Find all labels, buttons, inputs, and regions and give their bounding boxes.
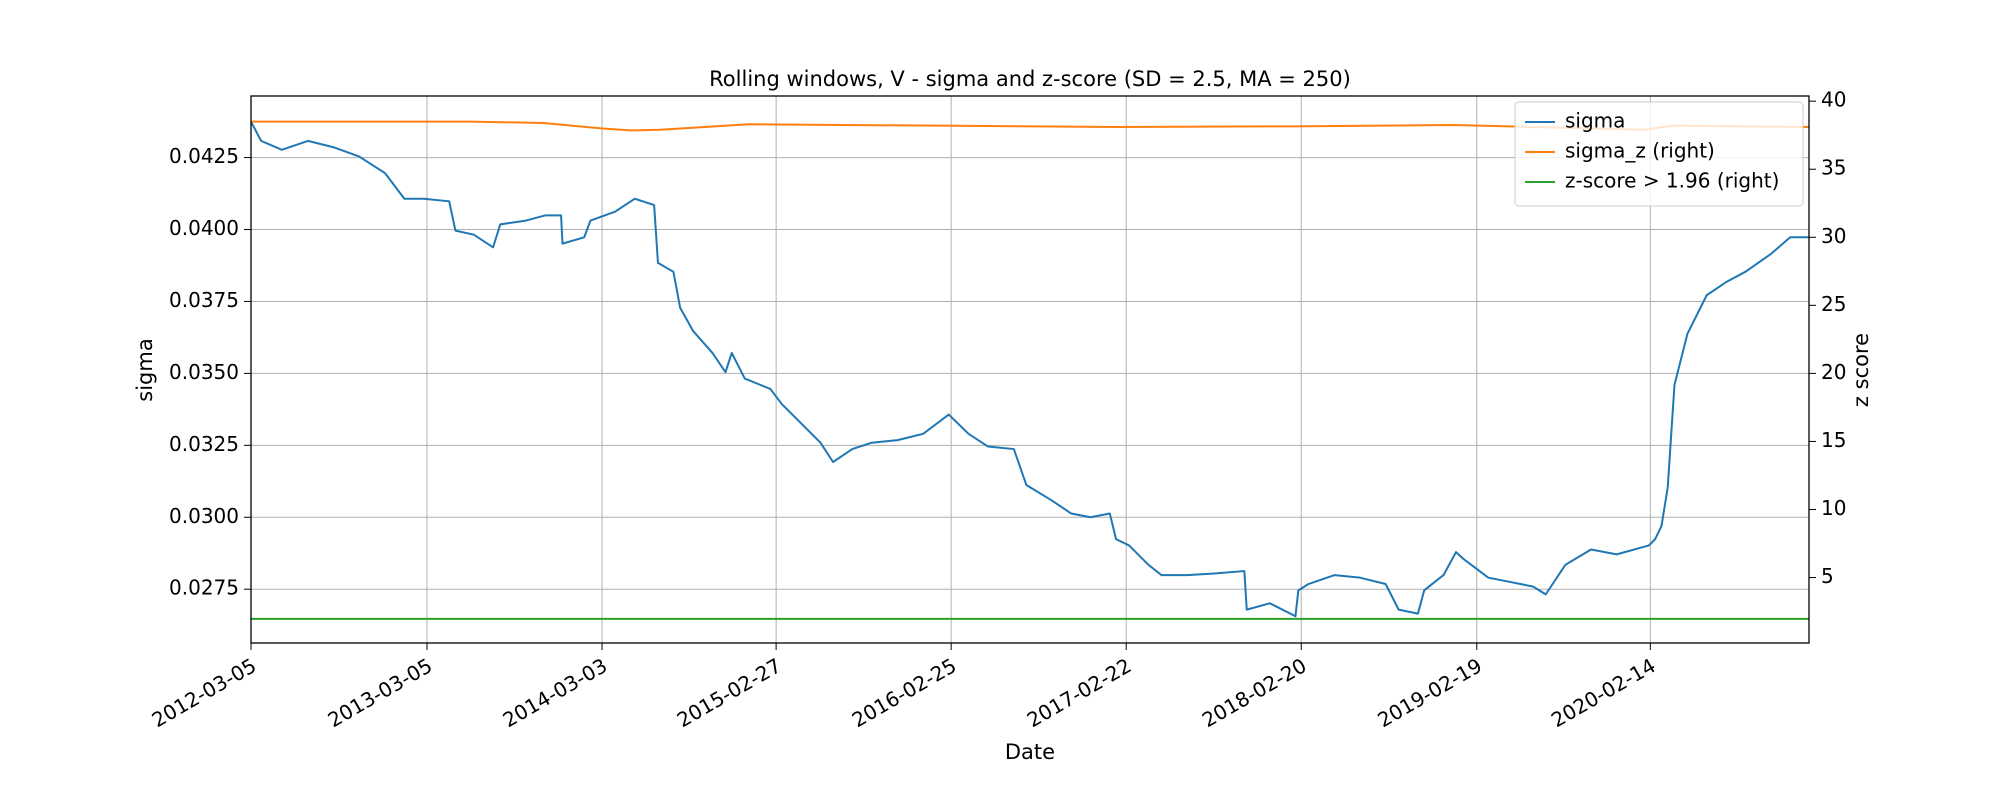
legend-label: z-score > 1.96 (right) <box>1565 169 1779 193</box>
y2-tick-label: 15 <box>1821 428 1846 452</box>
y2-tick-label: 20 <box>1821 360 1846 384</box>
chart-title: Rolling windows, V - sigma and z-score (… <box>709 67 1351 91</box>
legend-label: sigma_z (right) <box>1565 139 1715 163</box>
x-axis-label: Date <box>1005 740 1055 764</box>
y2-tick-label: 35 <box>1821 156 1846 180</box>
legend-box <box>1514 101 1804 207</box>
y-tick-label: 0.0400 <box>169 216 239 240</box>
y-tick-label: 0.0425 <box>169 144 239 168</box>
y2-tick-label: 40 <box>1821 88 1846 112</box>
y2-tick-label: 25 <box>1821 292 1846 316</box>
y-tick-label: 0.0300 <box>169 504 239 528</box>
y2-tick-label: 30 <box>1821 224 1846 248</box>
y2-tick-label: 5 <box>1821 564 1834 588</box>
legend-label: sigma <box>1565 109 1625 133</box>
y2-tick-label: 10 <box>1821 496 1846 520</box>
y-tick-label: 0.0350 <box>169 360 239 384</box>
y-tick-label: 0.0375 <box>169 288 239 312</box>
series-line <box>250 121 1809 618</box>
y-axis-label: sigma <box>133 338 157 401</box>
y2-axis-label: z score <box>1849 333 1873 407</box>
y-tick-label: 0.0275 <box>169 576 239 600</box>
y-tick-label: 0.0325 <box>169 432 239 456</box>
plot-frame <box>250 95 1810 644</box>
